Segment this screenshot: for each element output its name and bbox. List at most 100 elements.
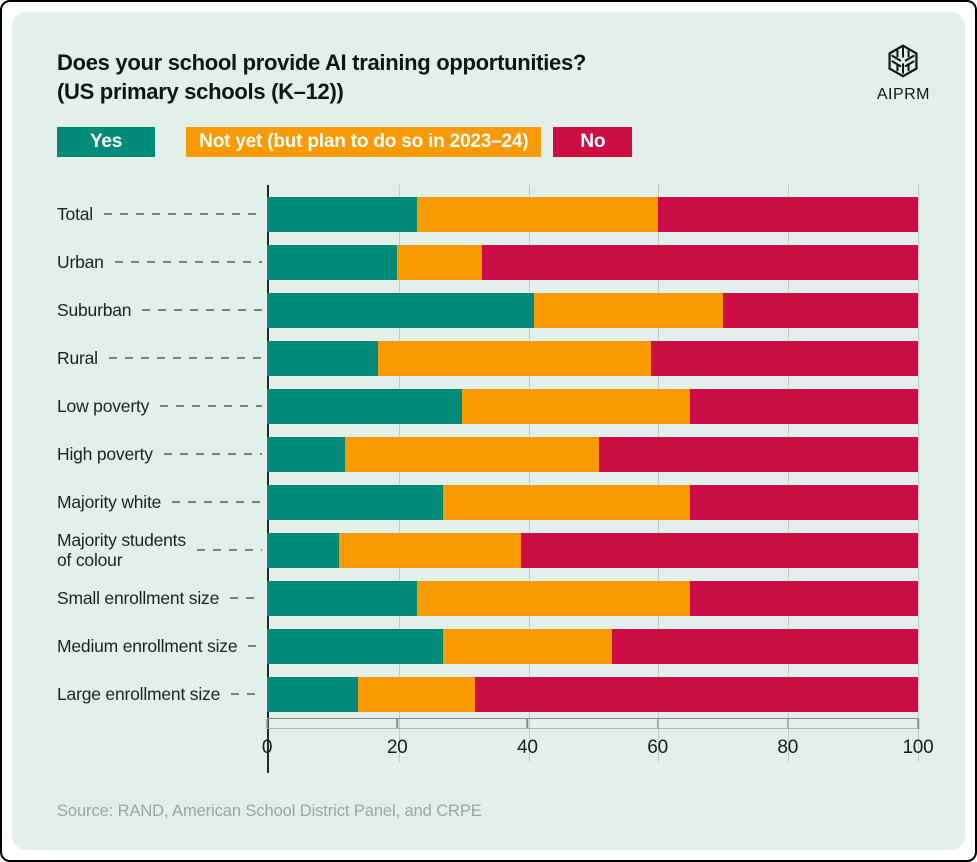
bar-segment-no <box>475 676 918 712</box>
bar-segment-no <box>657 196 918 232</box>
label-leader-dashes <box>230 597 262 600</box>
title-line-1: Does your school provide AI training opp… <box>57 50 587 75</box>
bar-track <box>267 484 918 520</box>
bar-segment-yes <box>267 580 417 616</box>
x-axis-tick <box>396 719 398 730</box>
bar-segment-no <box>690 388 918 424</box>
bar-segment-no <box>690 484 918 520</box>
bar-segment-yes <box>267 436 346 472</box>
category-label-cell: Low poverty <box>57 396 267 416</box>
plot-gridlines <box>267 185 919 774</box>
bar-segment-yes <box>267 532 339 568</box>
bar-track <box>267 436 918 472</box>
bar-row: Medium enrollment size <box>57 622 918 670</box>
bar-segment-not-yet <box>345 436 599 472</box>
gridline-60 <box>658 185 660 763</box>
label-leader-dashes <box>172 501 262 504</box>
bar-segment-no <box>722 292 918 328</box>
category-label: Large enrollment size <box>57 684 221 704</box>
bar-row: Large enrollment size <box>57 670 918 718</box>
page-title: Does your school provide AI training opp… <box>57 48 586 106</box>
bar-row: Total <box>57 190 918 238</box>
bar-segment-not-yet <box>416 580 691 616</box>
bar-track <box>267 532 918 568</box>
category-label-cell: Urban <box>57 252 267 272</box>
bar-row: Urban <box>57 238 918 286</box>
bar-row: Suburban <box>57 286 918 334</box>
bar-track <box>267 388 918 424</box>
bar-segment-yes <box>267 292 534 328</box>
aiprm-logo-icon <box>884 42 922 84</box>
label-leader-dashes <box>196 549 262 552</box>
category-label-cell: Suburban <box>57 300 267 320</box>
x-axis-tick-label: 80 <box>777 737 799 759</box>
legend-pill-0: Yes <box>57 127 156 158</box>
x-axis-tick <box>526 719 529 730</box>
category-label: Suburban <box>57 300 132 320</box>
category-label: Medium enrollment size <box>57 636 238 656</box>
category-label: Rural <box>57 348 98 368</box>
bar-segment-no <box>520 532 918 568</box>
category-label-cell: Large enrollment size <box>57 684 267 704</box>
bar-segment-yes <box>267 628 443 664</box>
bar-segment-yes <box>267 244 398 280</box>
x-axis-tick-label: 0 <box>261 737 273 759</box>
x-axis-tick-label: 100 <box>902 737 934 759</box>
bar-row: Low poverty <box>57 382 918 430</box>
category-label-cell: Small enrollment size <box>57 588 267 608</box>
bar-track <box>267 628 918 664</box>
category-label: Majority white <box>57 492 162 512</box>
bar-segment-not-yet <box>377 340 652 376</box>
bar-segment-no <box>598 436 918 472</box>
bar-segment-no <box>651 340 918 376</box>
bar-track <box>267 196 918 232</box>
stacked-bar-chart: Total Urban Suburban Rural Low poverty High p… <box>57 185 934 774</box>
bar-row: Majority students of colour <box>57 526 918 574</box>
header: Does your school provide AI training opp… <box>57 44 929 106</box>
bar-segment-yes <box>267 388 463 424</box>
category-label-cell: Rural <box>57 348 267 368</box>
x-axis-tick-label: 40 <box>517 737 538 759</box>
x-axis-tick <box>656 719 659 730</box>
category-label: Urban <box>57 252 104 272</box>
bar-segment-yes <box>267 484 443 520</box>
bar-track <box>267 292 918 328</box>
gridline-20 <box>398 185 400 763</box>
category-label-cell: High poverty <box>57 444 267 464</box>
x-axis-tick-label: 20 <box>386 737 408 759</box>
bar-segment-not-yet <box>442 628 613 664</box>
label-leader-dashes <box>231 693 262 696</box>
bar-row: High poverty <box>57 430 918 478</box>
bar-segment-no <box>690 580 918 616</box>
bar-segment-no <box>612 628 918 664</box>
title-line-2: (US primary schools (K–12)) <box>57 79 344 105</box>
bar-segment-not-yet <box>397 244 482 280</box>
label-leader-dashes <box>160 405 262 408</box>
bar-segment-yes <box>267 676 359 712</box>
category-label: High poverty <box>57 444 153 464</box>
bar-row: Rural <box>57 334 918 382</box>
bar-segment-yes <box>267 340 378 376</box>
gridline-80 <box>788 185 790 763</box>
x-axis-tick-label: 60 <box>647 737 668 759</box>
gridline-40 <box>528 185 530 763</box>
category-label: Majority students of colour <box>57 529 186 571</box>
category-label: Total <box>57 204 93 224</box>
aiprm-logo-text: AIPRM <box>876 86 930 103</box>
gridline-100 <box>918 185 919 763</box>
source-note: Source: RAND, American School District P… <box>57 802 482 821</box>
label-leader-dashes <box>248 645 262 648</box>
bar-row: Small enrollment size <box>57 574 918 622</box>
category-label-cell: Total <box>57 204 267 224</box>
bar-segment-not-yet <box>338 532 521 568</box>
category-label: Low poverty <box>57 396 150 416</box>
bar-segment-not-yet <box>533 292 723 328</box>
bar-track <box>267 340 918 376</box>
label-leader-dashes <box>114 261 262 264</box>
category-label-cell: Majority students of colour <box>57 530 267 570</box>
bar-track <box>267 676 918 712</box>
label-leader-dashes <box>142 309 262 312</box>
x-axis-tick <box>266 719 268 730</box>
x-axis-tick <box>787 719 789 730</box>
